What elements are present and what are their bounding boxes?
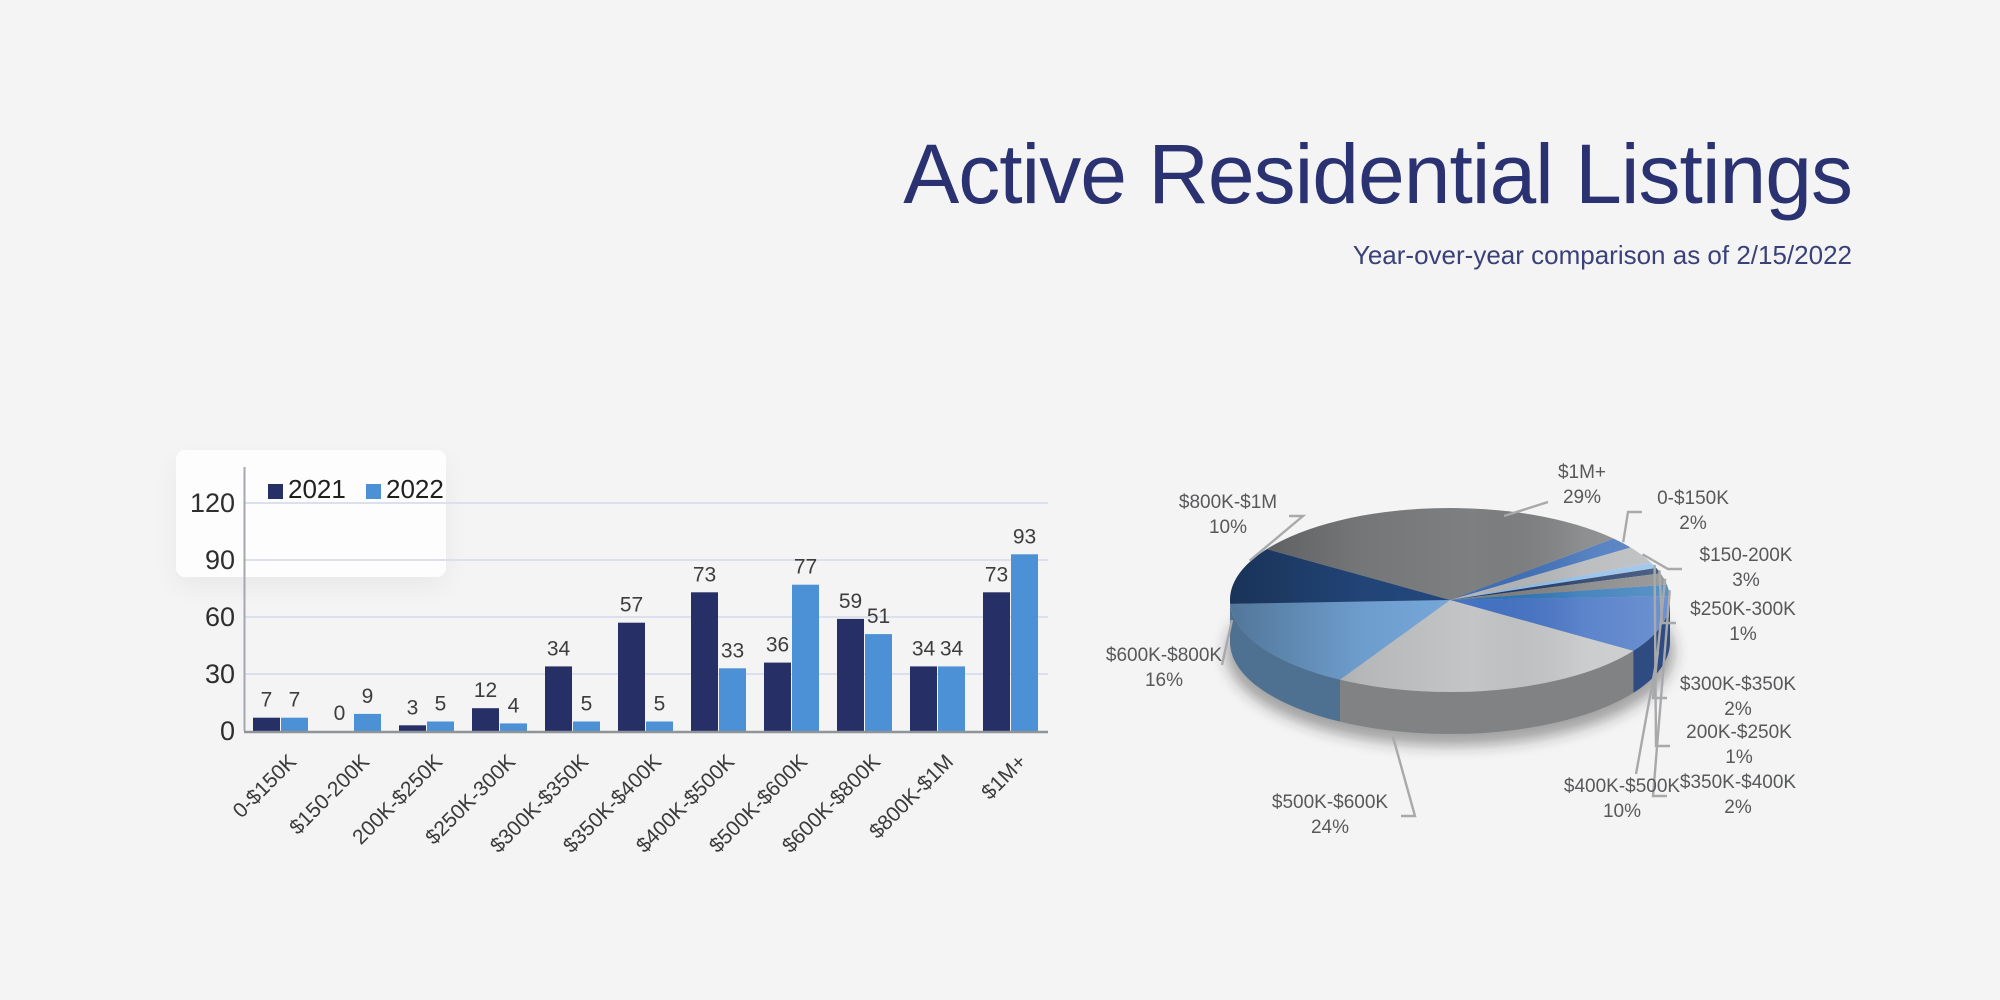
x-category-label-0-$150K: 0-$150K xyxy=(229,750,301,822)
legend-swatch-2021 xyxy=(268,484,283,499)
bar-value-2022-$150-200K: 9 xyxy=(362,685,374,708)
bar-2022-$500K-$600K xyxy=(792,584,819,731)
page-title: Active Residential Listings xyxy=(903,127,1853,221)
pie-label-$800K-$1M: $800K-$1M 10% xyxy=(1179,492,1277,538)
bar-value-2021-0-$150K: 7 xyxy=(261,689,273,712)
bar-2022-$400K-$500K xyxy=(719,668,746,731)
bar-2022-$300K-$350K xyxy=(573,721,600,731)
bar-2021-$600K-$800K xyxy=(837,618,864,731)
pie-leader-$800K-$1M xyxy=(1248,514,1307,562)
bar-2022-$1M+ xyxy=(1011,554,1038,731)
bar-2022-$250K-300K xyxy=(500,723,527,731)
bar-series xyxy=(253,554,1038,731)
y-tick-0: 0 xyxy=(220,716,235,746)
bar-2022-$800K-$1M xyxy=(938,666,965,731)
pie-chart: 0-$150K 2% $150-200K 3% 200K-$250K 1% $250K-30… xyxy=(1106,462,1797,838)
x-category-label-$1M+: $1M+ xyxy=(977,750,1031,804)
pie-labels: 0-$150K 2% $150-200K 3% 200K-$250K 1% $250K-30… xyxy=(1106,462,1797,838)
y-tick-60: 60 xyxy=(205,602,235,632)
bar-value-2022-$250K-300K: 4 xyxy=(508,694,520,717)
bar-value-2022-$500K-$600K: 77 xyxy=(794,556,817,579)
pie-label-$300K-$350K: $300K-$350K 2% xyxy=(1680,674,1797,720)
bar-2021-$400K-$500K xyxy=(691,592,718,731)
header: Active Residential Listings Year-over-ye… xyxy=(903,127,1853,271)
pie-label-$500K-$600K: $500K-$600K 24% xyxy=(1272,792,1389,838)
legend-label-2022: 2022 xyxy=(386,474,444,504)
pie-leader-$300K-$350K xyxy=(1651,578,1667,700)
bar-value-2021-$400K-$500K: 73 xyxy=(693,563,716,586)
pie-label-0-$150K: 0-$150K 2% xyxy=(1657,488,1729,534)
bar-2022-$600K-$800K xyxy=(865,634,892,731)
bar-value-2022-0-$150K: 7 xyxy=(289,689,301,712)
bar-legend: 2021 2022 xyxy=(268,474,444,504)
bar-value-2022-$300K-$350K: 5 xyxy=(581,693,593,716)
page-subtitle: Year-over-year comparison as of 2/15/202… xyxy=(1352,239,1852,270)
pie-leader-$600K-$800K xyxy=(1220,619,1234,666)
pie-leader-lines xyxy=(1220,500,1682,818)
bar-2022-$350K-$400K xyxy=(646,721,673,731)
pie-label-$400K-$500K: $400K-$500K 10% xyxy=(1564,776,1681,822)
bar-2021-200K-$250K xyxy=(399,725,426,731)
bar-value-2022-$1M+: 93 xyxy=(1013,525,1036,548)
bar-2022-$150-200K xyxy=(354,713,381,731)
bar-2021-$300K-$350K xyxy=(545,666,572,731)
bar-2021-$500K-$600K xyxy=(764,662,791,731)
bar-category-labels: 0-$150K$150-200K200K-$250K$250K-300K$300… xyxy=(229,750,1031,857)
pie-label-$600K-$800K: $600K-$800K 16% xyxy=(1106,645,1223,691)
pie-leader-$150-200K xyxy=(1641,553,1682,571)
bar-2021-0-$150K xyxy=(253,717,280,731)
pie-label-$250K-300K: $250K-300K 1% xyxy=(1690,599,1796,645)
pie-wall-$500K-$600K xyxy=(1340,650,1634,734)
pie-leader-0-$150K xyxy=(1622,510,1642,543)
bar-value-2022-200K-$250K: 5 xyxy=(435,693,447,716)
bar-y-axis-labels: 0 30 60 90 120 xyxy=(190,488,235,746)
pie-slices xyxy=(1230,508,1670,692)
bar-value-2021-$800K-$1M: 34 xyxy=(912,637,936,660)
pie-leader-$500K-$600K xyxy=(1391,736,1417,818)
bar-value-2021-$350K-$400K: 57 xyxy=(620,594,643,617)
pie-label-$350K-$400K: $350K-$400K 2% xyxy=(1680,772,1797,818)
bar-value-2021-$150-200K: 0 xyxy=(334,702,346,725)
bar-value-2021-$250K-300K: 12 xyxy=(474,679,497,702)
pie-leader-$400K-$500K xyxy=(1634,651,1660,775)
pie-leader-$350K-$400K xyxy=(1651,590,1671,798)
bar-2021-$250K-300K xyxy=(472,708,499,731)
y-tick-120: 120 xyxy=(190,488,235,518)
legend-label-2021: 2021 xyxy=(288,474,346,504)
bar-value-2022-$400K-$500K: 33 xyxy=(721,639,744,662)
chart-panel-highlight xyxy=(176,450,446,577)
bar-value-2021-$1M+: 73 xyxy=(985,563,1008,586)
bar-value-2021-$300K-$350K: 34 xyxy=(547,637,571,660)
pie-label-200K-$250K: 200K-$250K 1% xyxy=(1686,722,1792,768)
bar-2022-200K-$250K xyxy=(427,721,454,731)
pie-leader-$1M+ xyxy=(1503,500,1549,518)
bar-value-2022-$350K-$400K: 5 xyxy=(654,693,666,716)
pie-leader-$250K-300K xyxy=(1658,570,1676,625)
bar-value-2021-$500K-$600K: 36 xyxy=(766,634,789,657)
bar-2022-0-$150K xyxy=(281,717,308,731)
legend-swatch-2022 xyxy=(366,484,381,499)
bar-value-2021-200K-$250K: 3 xyxy=(407,696,419,719)
bar-2021-$350K-$400K xyxy=(618,622,645,731)
y-tick-90: 90 xyxy=(205,545,235,575)
bar-value-2021-$600K-$800K: 59 xyxy=(839,590,862,613)
pie-label-$1M+: $1M+ 29% xyxy=(1558,462,1606,508)
y-tick-30: 30 xyxy=(205,659,235,689)
bar-value-2022-$800K-$1M: 34 xyxy=(940,637,964,660)
bar-2021-$800K-$1M xyxy=(910,666,937,731)
bar-2021-$1M+ xyxy=(983,592,1010,731)
bar-value-2022-$600K-$800K: 51 xyxy=(867,605,890,628)
pie-label-$150-200K: $150-200K 3% xyxy=(1700,545,1793,591)
